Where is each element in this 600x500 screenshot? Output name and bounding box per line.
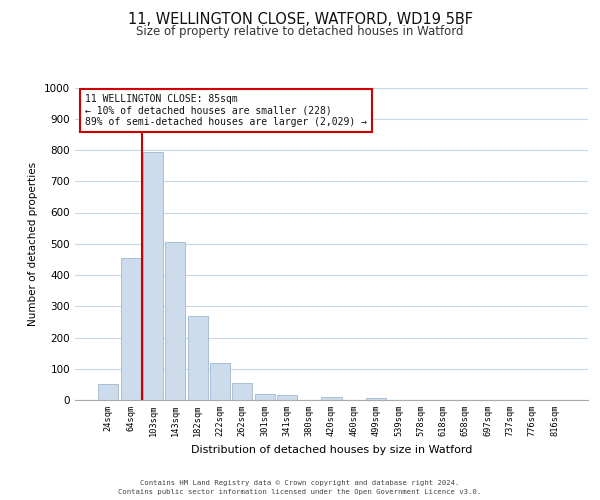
Bar: [322, 397, 341, 400]
Text: Contains HM Land Registry data © Crown copyright and database right 2024.
Contai: Contains HM Land Registry data © Crown c…: [118, 480, 482, 495]
Bar: [254, 394, 275, 400]
Bar: [210, 362, 230, 400]
Bar: [232, 383, 252, 400]
Text: Size of property relative to detached houses in Watford: Size of property relative to detached ho…: [136, 25, 464, 38]
Text: 11, WELLINGTON CLOSE, WATFORD, WD19 5BF: 11, WELLINGTON CLOSE, WATFORD, WD19 5BF: [128, 12, 473, 28]
Text: 11 WELLINGTON CLOSE: 85sqm
← 10% of detached houses are smaller (228)
89% of sem: 11 WELLINGTON CLOSE: 85sqm ← 10% of deta…: [85, 94, 367, 127]
Bar: [143, 152, 163, 400]
Bar: [188, 316, 208, 400]
Y-axis label: Number of detached properties: Number of detached properties: [28, 162, 38, 326]
Bar: [277, 396, 297, 400]
Bar: [98, 384, 118, 400]
Bar: [366, 398, 386, 400]
Bar: [165, 242, 185, 400]
Bar: [121, 258, 141, 400]
X-axis label: Distribution of detached houses by size in Watford: Distribution of detached houses by size …: [191, 444, 472, 454]
